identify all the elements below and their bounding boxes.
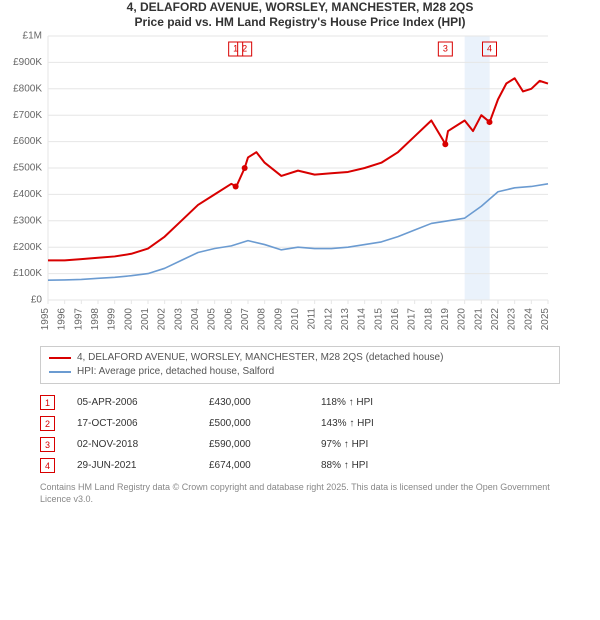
sale-price: £674,000 <box>209 460 299 471</box>
svg-text:2012: 2012 <box>323 308 334 331</box>
sale-hpi: 118% ↑ HPI <box>321 397 421 408</box>
svg-text:2: 2 <box>242 43 247 53</box>
sale-hpi: 97% ↑ HPI <box>321 439 421 450</box>
svg-text:2020: 2020 <box>457 308 468 331</box>
sale-marker-number: 2 <box>40 416 55 431</box>
svg-text:£400K: £400K <box>13 189 42 200</box>
sales-row: 4 29-JUN-2021 £674,000 88% ↑ HPI <box>40 455 560 476</box>
legend-item: 4, DELAFORD AVENUE, WORSLEY, MANCHESTER,… <box>49 351 551 365</box>
svg-text:2002: 2002 <box>157 308 168 331</box>
svg-text:£600K: £600K <box>13 136 42 147</box>
sale-hpi: 88% ↑ HPI <box>321 460 421 471</box>
svg-text:2019: 2019 <box>440 308 451 331</box>
svg-text:2008: 2008 <box>257 308 268 331</box>
legend-swatch <box>49 371 71 373</box>
svg-text:2014: 2014 <box>357 308 368 331</box>
title-line-2: Price paid vs. HM Land Registry's House … <box>0 15 600 30</box>
svg-text:2006: 2006 <box>223 308 234 331</box>
svg-text:£800K: £800K <box>13 83 42 94</box>
svg-text:2015: 2015 <box>373 308 384 331</box>
line-chart: £0 £100K £200K £300K £400K £500K £600K £700K £80… <box>0 30 560 340</box>
legend-swatch <box>49 357 71 359</box>
sale-price: £430,000 <box>209 397 299 408</box>
chart-area: £0 £100K £200K £300K £400K £500K £600K £700K £80… <box>0 30 600 340</box>
svg-text:1995: 1995 <box>40 308 51 331</box>
sale-marker-number: 1 <box>40 395 55 410</box>
svg-text:£100K: £100K <box>13 268 42 279</box>
sale-hpi: 143% ↑ HPI <box>321 418 421 429</box>
legend-label: HPI: Average price, detached house, Salf… <box>77 365 274 379</box>
svg-text:£0: £0 <box>31 295 43 306</box>
svg-text:£200K: £200K <box>13 242 42 253</box>
svg-text:2011: 2011 <box>307 308 318 330</box>
svg-text:2004: 2004 <box>190 308 201 331</box>
svg-text:£900K: £900K <box>13 57 42 68</box>
svg-text:2003: 2003 <box>173 308 184 331</box>
chart-title: 4, DELAFORD AVENUE, WORSLEY, MANCHESTER,… <box>0 0 600 30</box>
svg-text:£300K: £300K <box>13 215 42 226</box>
sale-price: £500,000 <box>209 418 299 429</box>
svg-text:2024: 2024 <box>523 308 534 331</box>
sale-marker-number: 4 <box>40 458 55 473</box>
sale-marker-number: 3 <box>40 437 55 452</box>
svg-text:2000: 2000 <box>123 308 134 331</box>
svg-text:2025: 2025 <box>540 308 551 331</box>
sales-table: 1 05-APR-2006 £430,000 118% ↑ HPI 2 17-OCT-20… <box>40 392 560 476</box>
svg-text:2023: 2023 <box>507 308 518 331</box>
svg-text:1996: 1996 <box>57 308 68 331</box>
sale-date: 05-APR-2006 <box>77 397 187 408</box>
legend: 4, DELAFORD AVENUE, WORSLEY, MANCHESTER,… <box>40 346 560 384</box>
svg-text:£700K: £700K <box>13 110 42 121</box>
svg-text:2022: 2022 <box>490 308 501 331</box>
footer-note: Contains HM Land Registry data © Crown c… <box>40 482 560 505</box>
svg-text:£1M: £1M <box>23 31 42 42</box>
svg-text:2001: 2001 <box>140 308 151 331</box>
svg-text:3: 3 <box>443 43 448 53</box>
sales-row: 1 05-APR-2006 £430,000 118% ↑ HPI <box>40 392 560 413</box>
svg-text:2009: 2009 <box>273 308 284 331</box>
svg-text:1999: 1999 <box>107 308 118 331</box>
legend-label: 4, DELAFORD AVENUE, WORSLEY, MANCHESTER,… <box>77 351 443 365</box>
svg-text:4: 4 <box>487 43 492 53</box>
svg-text:2016: 2016 <box>390 308 401 331</box>
svg-text:£500K: £500K <box>13 163 42 174</box>
svg-text:2010: 2010 <box>290 308 301 331</box>
svg-text:2021: 2021 <box>473 308 484 331</box>
svg-text:2005: 2005 <box>207 308 218 331</box>
sales-row: 3 02-NOV-2018 £590,000 97% ↑ HPI <box>40 434 560 455</box>
svg-text:1998: 1998 <box>90 308 101 331</box>
sales-row: 2 17-OCT-2006 £500,000 143% ↑ HPI <box>40 413 560 434</box>
svg-text:2013: 2013 <box>340 308 351 331</box>
title-line-1: 4, DELAFORD AVENUE, WORSLEY, MANCHESTER,… <box>0 0 600 15</box>
sale-date: 02-NOV-2018 <box>77 439 187 450</box>
svg-text:2018: 2018 <box>423 308 434 331</box>
legend-item: HPI: Average price, detached house, Salf… <box>49 365 551 379</box>
sale-price: £590,000 <box>209 439 299 450</box>
svg-text:1997: 1997 <box>73 308 84 331</box>
sale-date: 29-JUN-2021 <box>77 460 187 471</box>
svg-text:2007: 2007 <box>240 308 251 331</box>
svg-text:2017: 2017 <box>407 308 418 331</box>
sale-date: 17-OCT-2006 <box>77 418 187 429</box>
